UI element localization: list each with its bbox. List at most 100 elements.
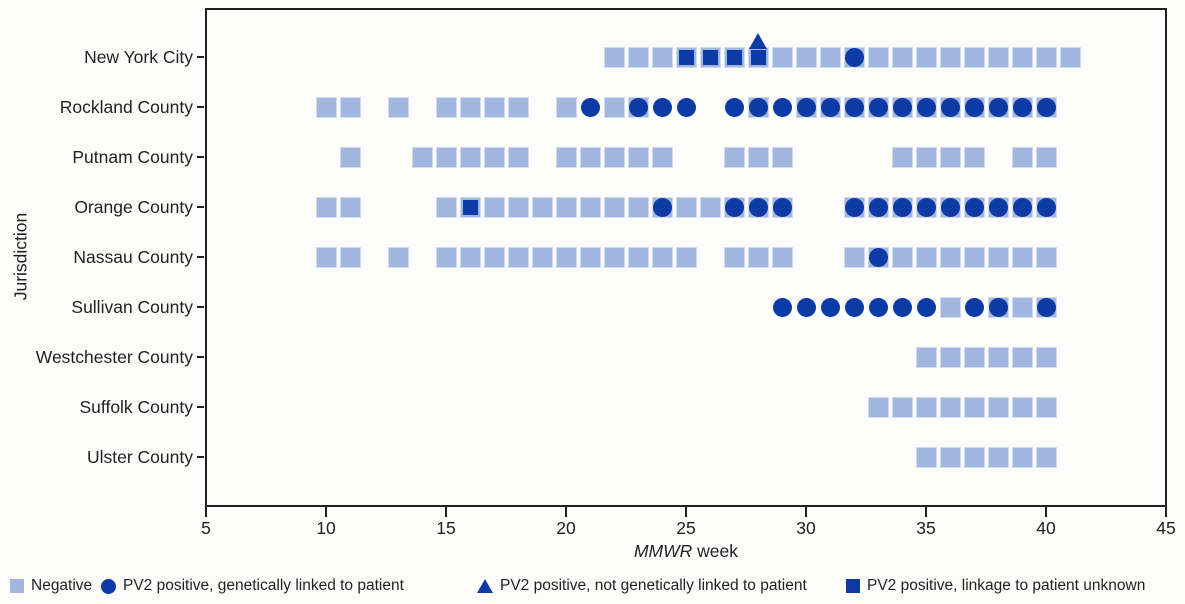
negative-square — [459, 96, 481, 118]
negative-square — [771, 46, 793, 68]
y-tick — [197, 106, 204, 108]
x-tick — [805, 507, 807, 517]
negative-square — [1035, 246, 1057, 268]
y-tick — [197, 356, 204, 358]
negative-square — [675, 246, 697, 268]
x-tick — [685, 507, 687, 517]
negative-square — [459, 246, 481, 268]
negative-square — [819, 46, 841, 68]
negative-square — [435, 96, 457, 118]
negative-square — [627, 196, 649, 218]
negative-square-icon — [10, 579, 24, 593]
negative-square — [555, 196, 577, 218]
y-axis-label: Sullivan County — [71, 297, 193, 317]
negative-square — [1035, 146, 1057, 168]
negative-square — [915, 246, 937, 268]
negative-square — [987, 46, 1009, 68]
positive-circle — [724, 197, 744, 217]
negative-square — [963, 396, 985, 418]
legend: Negative PV2 positive, genetically linke… — [0, 574, 1185, 600]
x-axis-title: MMWR week — [205, 541, 1167, 562]
negative-square — [891, 246, 913, 268]
negative-square — [675, 196, 697, 218]
negative-square — [747, 146, 769, 168]
negative-square — [603, 46, 625, 68]
negative-square — [1035, 396, 1057, 418]
negative-square — [651, 46, 673, 68]
positive-circle — [772, 197, 792, 217]
positive-circle — [652, 197, 672, 217]
x-tick-label: 30 — [796, 518, 816, 538]
positive-circle — [844, 97, 864, 117]
x-tick-label: 35 — [916, 518, 936, 538]
legend-label: PV2 positive, linkage to patient unknown — [867, 577, 1146, 594]
positive-circle — [868, 297, 888, 317]
positive-circle — [940, 97, 960, 117]
x-axis-title-italic: MMWR — [633, 541, 693, 561]
positive-circle — [820, 297, 840, 317]
legend-item-negative: Negative — [10, 574, 92, 598]
y-axis-label: Ulster County — [86, 447, 193, 467]
negative-square — [579, 146, 601, 168]
positive-circle — [892, 297, 912, 317]
positive-circle — [796, 297, 816, 317]
negative-square — [627, 146, 649, 168]
positive-triangle-icon — [477, 579, 493, 593]
x-tick-label: 45 — [1156, 518, 1176, 538]
negative-square — [1011, 46, 1033, 68]
positive-circle — [916, 97, 936, 117]
negative-square — [915, 146, 937, 168]
x-tick-label: 40 — [1036, 518, 1056, 538]
negative-square — [435, 146, 457, 168]
positive-circle — [868, 197, 888, 217]
negative-square — [435, 196, 457, 218]
negative-square — [915, 396, 937, 418]
negative-square — [747, 246, 769, 268]
negative-square — [459, 146, 481, 168]
positive-square — [462, 199, 478, 215]
negative-square — [531, 246, 553, 268]
legend-item-positive-unknown: PV2 positive, linkage to patient unknown — [846, 574, 1145, 598]
negative-square — [915, 46, 937, 68]
positive-circle — [628, 97, 648, 117]
negative-square — [867, 396, 889, 418]
positive-circle — [1036, 97, 1056, 117]
y-tick — [197, 156, 204, 158]
positive-circle — [1036, 197, 1056, 217]
positive-circle — [964, 97, 984, 117]
positive-circle — [772, 297, 792, 317]
negative-square — [507, 96, 529, 118]
negative-square — [603, 146, 625, 168]
negative-square — [315, 246, 337, 268]
negative-square — [507, 196, 529, 218]
positive-circle — [724, 97, 744, 117]
negative-square — [339, 96, 361, 118]
negative-square — [651, 146, 673, 168]
legend-label: PV2 positive, not genetically linked to … — [500, 577, 807, 594]
positive-triangle — [749, 33, 767, 49]
positive-square — [726, 49, 742, 65]
negative-square — [987, 246, 1009, 268]
negative-square — [387, 246, 409, 268]
negative-square — [771, 146, 793, 168]
negative-square — [483, 246, 505, 268]
negative-square — [651, 246, 673, 268]
negative-square — [939, 396, 961, 418]
positive-square — [702, 49, 718, 65]
negative-square — [963, 46, 985, 68]
positive-circle — [1012, 97, 1032, 117]
positive-circle — [916, 197, 936, 217]
negative-square — [987, 346, 1009, 368]
negative-square — [1011, 296, 1033, 318]
negative-square — [627, 246, 649, 268]
negative-square — [987, 396, 1009, 418]
negative-square — [795, 46, 817, 68]
legend-item-positive-linked: PV2 positive, genetically linked to pati… — [101, 574, 404, 598]
x-tick — [1045, 507, 1047, 517]
negative-square — [603, 96, 625, 118]
x-tick-label: 15 — [436, 518, 456, 538]
negative-square — [531, 196, 553, 218]
legend-item-positive-not-linked: PV2 positive, not genetically linked to … — [477, 574, 807, 598]
negative-square — [387, 96, 409, 118]
negative-square — [723, 146, 745, 168]
